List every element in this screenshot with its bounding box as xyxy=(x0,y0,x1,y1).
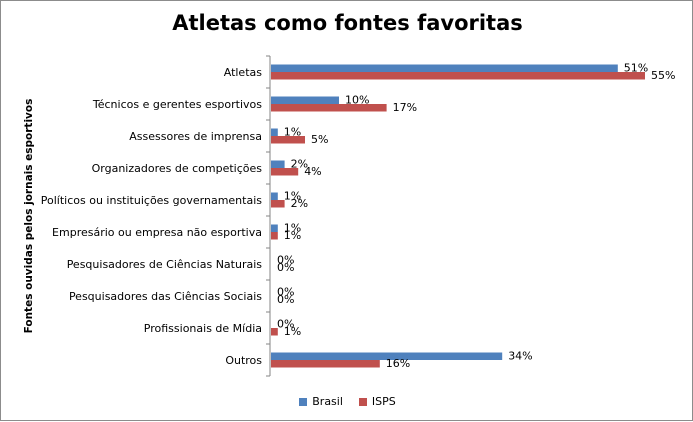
tick-label-politicos-ou-instituicoes-governamentais: Políticos ou instituições governamentais xyxy=(41,194,262,207)
chart-title: Atletas como fontes favoritas xyxy=(172,11,523,35)
data-label-brasil-assessores-de-imprensa: 1% xyxy=(284,126,301,139)
legend-label-brasil: Brasil xyxy=(312,395,343,408)
data-label-isps-organizadores-de-competicoes: 4% xyxy=(304,165,321,178)
bar-isps-organizadores-de-competicoes xyxy=(271,168,299,176)
tick-label-pesquisadores-das-ciencias-sociais: Pesquisadores das Ciências Sociais xyxy=(69,290,262,303)
tick-label-profissionais-de-midia: Profissionais de Mídia xyxy=(144,322,262,335)
legend-item-brasil: Brasil xyxy=(299,395,343,408)
data-label-isps-pesquisadores-de-ciencias-naturais: 0% xyxy=(277,261,294,274)
tick-label-tecnicos-e-gerentes-esportivos: Técnicos e gerentes esportivos xyxy=(92,98,262,111)
bar-brasil-tecnicos-e-gerentes-esportivos xyxy=(271,96,339,104)
bar-isps-tecnicos-e-gerentes-esportivos xyxy=(271,104,387,112)
data-label-isps-empresario-ou-empresa-nao-esportiva: 1% xyxy=(284,229,301,242)
bar-brasil-organizadores-de-competicoes xyxy=(271,160,285,168)
tick-label-assessores-de-imprensa: Assessores de imprensa xyxy=(129,130,262,143)
data-label-isps-atletas: 55% xyxy=(651,69,675,82)
data-label-isps-profissionais-de-midia: 1% xyxy=(284,325,301,338)
data-label-isps-pesquisadores-das-ciencias-sociais: 0% xyxy=(277,293,294,306)
legend-label-isps: ISPS xyxy=(371,395,396,408)
legend-swatch-isps xyxy=(358,397,367,406)
data-label-brasil-organizadores-de-competicoes: 2% xyxy=(291,158,308,171)
tick-label-outros: Outros xyxy=(225,354,262,367)
tick-label-atletas: Atletas xyxy=(224,66,263,79)
tick-label-pesquisadores-de-ciencias-naturais: Pesquisadores de Ciências Naturais xyxy=(67,258,263,271)
legend: Brasil ISPS xyxy=(1,395,693,408)
bar-brasil-atletas xyxy=(271,64,618,72)
bar-isps-empresario-ou-empresa-nao-esportiva xyxy=(271,232,278,240)
legend-item-isps: ISPS xyxy=(358,395,396,408)
legend-swatch-brasil xyxy=(299,397,308,406)
data-label-isps-assessores-de-imprensa: 5% xyxy=(311,133,328,146)
data-label-brasil-outros: 34% xyxy=(508,350,532,363)
data-label-brasil-profissionais-de-midia: 0% xyxy=(277,318,294,331)
data-label-isps-politicos-ou-instituicoes-governamentais: 2% xyxy=(291,197,308,210)
bar-brasil-politicos-ou-instituicoes-governamentais xyxy=(271,192,278,200)
bar-isps-politicos-ou-instituicoes-governamentais xyxy=(271,200,285,208)
data-label-brasil-tecnicos-e-gerentes-esportivos: 10% xyxy=(345,94,369,107)
data-label-brasil-pesquisadores-de-ciencias-naturais: 0% xyxy=(277,254,294,267)
bar-isps-assessores-de-imprensa xyxy=(271,136,305,144)
data-label-brasil-empresario-ou-empresa-nao-esportiva: 1% xyxy=(284,222,301,235)
data-label-isps-outros: 16% xyxy=(386,357,410,370)
bar-isps-atletas xyxy=(271,72,645,80)
bar-brasil-outros xyxy=(271,352,503,360)
data-label-brasil-atletas: 51% xyxy=(624,62,648,75)
data-label-brasil-politicos-ou-instituicoes-governamentais: 1% xyxy=(284,190,301,203)
data-label-isps-tecnicos-e-gerentes-esportivos: 17% xyxy=(393,101,417,114)
data-label-brasil-pesquisadores-das-ciencias-sociais: 0% xyxy=(277,286,294,299)
bar-brasil-empresario-ou-empresa-nao-esportiva xyxy=(271,224,278,232)
bar-isps-outros xyxy=(271,360,380,368)
tick-label-empresario-ou-empresa-nao-esportiva: Empresário ou empresa não esportiva xyxy=(52,226,262,239)
bar-brasil-assessores-de-imprensa xyxy=(271,128,278,136)
bar-isps-profissionais-de-midia xyxy=(271,328,278,336)
tick-label-organizadores-de-competicoes: Organizadores de competições xyxy=(92,162,263,175)
